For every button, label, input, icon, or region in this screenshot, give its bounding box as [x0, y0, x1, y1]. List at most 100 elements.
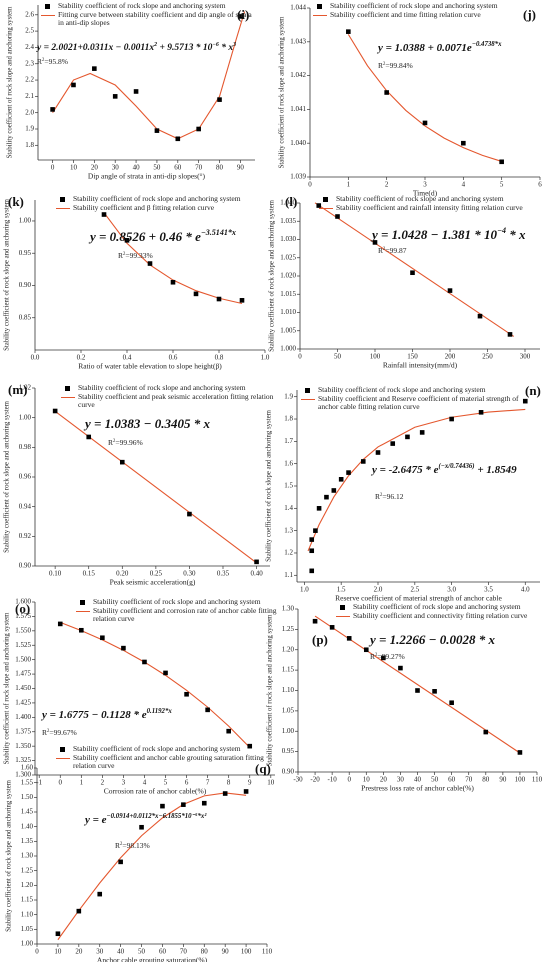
y-tick-label: 1.15 — [282, 666, 295, 674]
r-squared-part: R — [378, 246, 383, 255]
r-squared: R2=99.96% — [108, 438, 143, 447]
x-tick-label: 5 — [500, 181, 504, 189]
data-point — [112, 94, 118, 99]
legend-item: Stability coefficient and Reserve coeffi… — [300, 393, 540, 412]
x-axis-label: Dip angle of strata in anti-dip slopes(°… — [88, 172, 206, 181]
legend-key — [312, 11, 330, 19]
data-point — [410, 270, 415, 276]
legend-item: Stability coefficient and rainfall inten… — [318, 203, 546, 213]
legend-label: Stability coefficient of rock slope and … — [318, 385, 486, 394]
data-point — [216, 296, 222, 302]
equation: y = e−0.0914+0.0112*x−6.1855*10⁻⁵*x² — [83, 813, 207, 825]
y-tick-label: 1.040 — [290, 139, 306, 147]
legend-label: Stability coefficient of rock slope and … — [336, 194, 504, 203]
data-point — [483, 729, 489, 735]
y-axis-label: Stability coefficient of rock slope and … — [279, 16, 286, 169]
x-tick-label: 3 — [122, 779, 126, 787]
data-point — [316, 506, 322, 511]
legend-label: Stability coefficient and Reserve coeffi… — [318, 393, 519, 411]
equation-part: * x — [506, 227, 526, 242]
x-tick-label: 20 — [91, 164, 99, 172]
equation-part: y = 1.2266 − 0.0028 * x — [368, 632, 496, 647]
r-squared: R2=95.8% — [37, 57, 68, 66]
panel-label: (n) — [525, 383, 541, 398]
data-point — [447, 288, 453, 293]
legend-symbol — [56, 207, 70, 209]
r-squared: R2=99.27% — [370, 652, 405, 661]
data-point — [499, 159, 504, 165]
y-tick-label: 0.96 — [19, 473, 32, 481]
legend-label: Stability coefficient of rock slope and … — [73, 744, 241, 753]
legend: Stability coefficient of rock slope and … — [55, 194, 270, 212]
legend-symbol — [80, 600, 85, 605]
r-squared: R2=99.87 — [378, 246, 407, 255]
x-axis-label: Corrosion rate of anchor cable(%) — [104, 787, 207, 796]
x-axis-label: Prestress loss rate of anchor cable(%) — [361, 784, 474, 793]
legend-label: Stability coefficient of rock slope and … — [353, 602, 521, 611]
equation: y = 1.0428 − 1.381 * 10−4 * x — [370, 226, 526, 242]
x-tick-label: 1.5 — [337, 586, 346, 594]
legend-key — [300, 386, 318, 394]
legend-symbol — [61, 396, 75, 398]
y-tick-label: 0.85 — [19, 313, 32, 321]
x-axis-label: Ratio of water table elevation to slope … — [78, 362, 222, 371]
x-tick-label: 60 — [159, 948, 167, 956]
y-tick-label: 1.55 — [21, 778, 34, 786]
data-point — [239, 298, 245, 303]
data-point — [92, 66, 97, 71]
y-tick-label: 1.20 — [21, 881, 34, 889]
x-tick-label: 10 — [363, 776, 371, 784]
data-point — [100, 635, 105, 641]
data-point — [181, 802, 186, 807]
data-point — [97, 891, 103, 897]
data-point — [201, 800, 207, 806]
equation-part: y = 1.6775 − 0.1128 * e — [40, 709, 147, 721]
y-tick-label: 1.9 — [284, 392, 293, 400]
x-tick-label: 50 — [153, 164, 161, 172]
equation-part: * x — [219, 42, 234, 53]
x-tick-label: 50 — [138, 948, 146, 956]
y-tick-label: 1.350 — [15, 742, 31, 750]
x-tick-label: 7 — [206, 779, 210, 787]
x-tick-label: 4 — [143, 779, 147, 787]
legend-symbol — [340, 605, 345, 610]
legend-symbol — [319, 207, 333, 209]
x-tick-label: 40 — [133, 164, 141, 172]
y-tick-label: 1.8 — [25, 141, 34, 149]
legend-symbol — [305, 388, 310, 393]
x-tick-label: 2 — [385, 181, 389, 189]
legend-symbol — [45, 4, 50, 9]
data-point — [187, 511, 192, 517]
y-axis-label: Stability coefficient of rock slope and … — [4, 400, 11, 553]
x-tick-label: 0.25 — [150, 570, 163, 578]
y-tick-label: 1.6 — [284, 459, 293, 467]
x-tick-label: -20 — [310, 776, 320, 784]
r-squared-part: 2 — [380, 493, 383, 498]
y-tick-label: 2.3 — [25, 59, 34, 67]
x-tick-label: 20 — [380, 776, 388, 784]
y-tick-label: 1.600 — [15, 598, 31, 606]
equation-part: y = 0.8526 + 0.46 * e — [88, 229, 201, 244]
data-point — [121, 645, 126, 651]
x-tick-label: 4.0 — [521, 586, 530, 594]
equation-part: −3.5141*x — [201, 228, 236, 237]
equation: y = 2.0021+0.0311x − 0.0011x2 + 9.5713 *… — [36, 42, 236, 53]
legend-key — [75, 607, 93, 615]
legend-item: Stability coefficient of rock slope and … — [55, 194, 270, 204]
y-tick-label: 0.90 — [19, 562, 32, 570]
x-tick-label: 3.5 — [484, 586, 493, 594]
data-point — [507, 332, 513, 337]
x-tick-label: 70 — [195, 164, 203, 172]
data-point — [312, 618, 318, 624]
legend-key — [55, 745, 73, 753]
data-point — [133, 89, 139, 94]
data-point — [405, 434, 410, 440]
y-tick-label: 1.45 — [21, 808, 34, 816]
legend-key — [55, 195, 73, 203]
x-tick-label: 90 — [222, 948, 230, 956]
y-tick-label: 1.550 — [15, 626, 31, 634]
equation-part: y = 1.0383 − 0.3405 * x — [83, 416, 211, 431]
legend-label: Stability coefficient and anchor cable g… — [73, 752, 264, 770]
r-squared-part: R — [118, 251, 123, 260]
r-squared-part: =99.27% — [377, 652, 404, 661]
